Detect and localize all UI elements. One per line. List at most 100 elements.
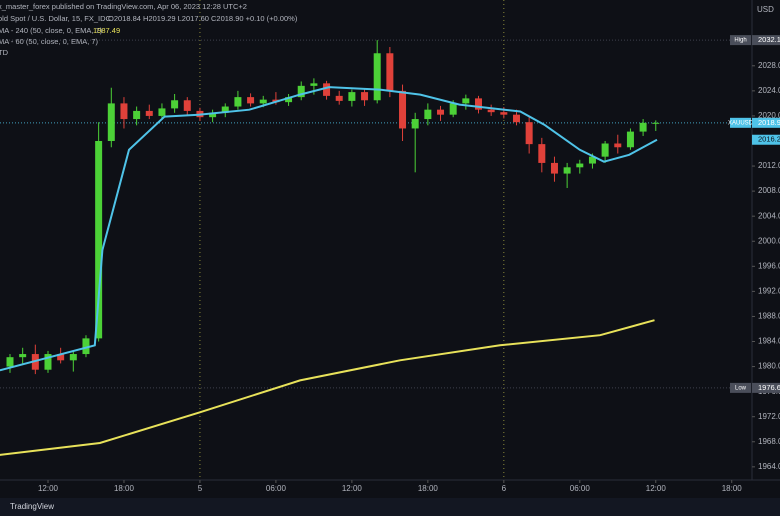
price-label-name: High xyxy=(734,38,746,44)
ohlc: O2018.84 H2019.29 L2017.60 C2018.90 +0.1… xyxy=(108,14,298,23)
x-tick-label: 06:00 xyxy=(570,484,591,493)
y-tick-label: 2024.0 xyxy=(758,86,780,95)
plot xyxy=(0,0,752,480)
y-tick-label: 2028.0 xyxy=(758,61,780,70)
price-value: 2032.1 xyxy=(758,35,780,44)
candle-body xyxy=(259,99,267,104)
candle-body xyxy=(69,354,77,361)
candle-body xyxy=(285,97,293,103)
legend-ema240: MA - 240 (50, close, 0, EMA, 7) xyxy=(0,26,103,35)
x-tick-label: 18:00 xyxy=(418,484,439,493)
candle-body xyxy=(588,156,596,164)
candle-body xyxy=(500,112,508,115)
ema-line xyxy=(0,86,658,372)
candle-body xyxy=(323,83,331,96)
x-tick-label: 06:00 xyxy=(266,484,287,493)
price-label-box xyxy=(730,35,751,46)
x-tick-label: 12:00 xyxy=(342,484,363,493)
price-label-box xyxy=(730,117,751,128)
price-value-box xyxy=(752,35,780,46)
candle-body xyxy=(462,98,470,104)
y-tick-label: 2004.0 xyxy=(758,211,780,220)
candle-body xyxy=(310,83,318,86)
candle-body xyxy=(512,114,520,123)
y-tick-label: 2020.0 xyxy=(758,111,780,120)
candle-body xyxy=(133,110,141,120)
candle-body xyxy=(145,110,153,116)
y-tick-label: 1968.0 xyxy=(758,437,780,446)
ema-value-box xyxy=(752,134,780,145)
candle-body xyxy=(6,357,14,367)
y-tick-label: 1964.0 xyxy=(758,462,780,471)
candle-body xyxy=(626,131,634,148)
candle-body xyxy=(449,103,457,115)
candle-body xyxy=(399,90,407,129)
candle-body xyxy=(576,163,584,168)
legend-ema240-value: 1987.49 xyxy=(93,26,120,35)
candle-body xyxy=(487,109,495,113)
candle-body xyxy=(424,109,432,120)
y-tick-label: 1992.0 xyxy=(758,286,780,295)
candle-body xyxy=(107,103,115,141)
published: x_master_forex published on TradingView.… xyxy=(0,2,247,11)
price-value-box xyxy=(752,382,780,393)
candle-body xyxy=(120,103,128,120)
candle-body xyxy=(652,122,660,124)
y-tick-label: 1972.0 xyxy=(758,412,780,421)
ema-line xyxy=(0,319,655,456)
candle-body xyxy=(437,109,445,115)
candle-body xyxy=(474,98,482,110)
x-tick-label: 12:00 xyxy=(38,484,59,493)
candle-body xyxy=(386,53,394,91)
candle-body xyxy=(183,100,191,111)
candle-body xyxy=(247,97,255,104)
x-tick-label: 5 xyxy=(198,484,203,493)
y-tick-label: 1980.0 xyxy=(758,362,780,371)
brand: TradingView xyxy=(10,502,54,511)
candle-body xyxy=(411,119,419,129)
candle-body xyxy=(361,92,369,101)
footer xyxy=(0,498,780,516)
candle-body xyxy=(335,95,343,101)
y-tick-label: 2000.0 xyxy=(758,236,780,245)
legend-extra: TD xyxy=(0,48,9,57)
candle-body xyxy=(525,122,533,145)
candle-body xyxy=(601,143,609,157)
price-label-name: Low xyxy=(735,385,747,391)
price-value: 2018.9 xyxy=(758,118,780,127)
candle-body xyxy=(209,112,217,118)
y-tick-label: 1996.0 xyxy=(758,261,780,270)
candle-body xyxy=(234,97,242,107)
candle-body xyxy=(57,354,65,361)
y-tick-label: 2012.0 xyxy=(758,161,780,170)
x-tick-label: 12:00 xyxy=(646,484,667,493)
candle-body xyxy=(95,140,103,339)
x-tick-label: 18:00 xyxy=(114,484,135,493)
candle-body xyxy=(82,338,90,355)
candle-body xyxy=(373,53,381,101)
candle-body xyxy=(550,162,558,174)
candle-body xyxy=(19,354,27,358)
y-tick-label: 2008.0 xyxy=(758,186,780,195)
y-tick-label: 1984.0 xyxy=(758,337,780,346)
y-tick-label: 1988.0 xyxy=(758,312,780,321)
candle-body xyxy=(639,122,647,132)
price-value-box xyxy=(752,117,780,128)
candle-body xyxy=(348,92,356,101)
price-value: 1976.6 xyxy=(758,383,780,392)
legend-ema60: MA - 60 (50, close, 0, EMA, 7) xyxy=(0,37,99,46)
price-label-name: XAUUSD xyxy=(728,120,754,126)
candle-body xyxy=(171,100,179,109)
currency: USD xyxy=(757,5,774,14)
symbol: old Spot / U.S. Dollar, 15, FX_IDC xyxy=(0,14,112,23)
candle-body xyxy=(538,144,546,163)
candle-body xyxy=(44,354,52,370)
price-label-box xyxy=(730,382,751,393)
x-tick-label: 6 xyxy=(502,484,507,493)
candle-body xyxy=(221,106,229,113)
candle-body xyxy=(563,167,571,174)
candle-body xyxy=(614,143,622,148)
candle-body xyxy=(297,85,305,98)
candle-body xyxy=(158,108,166,116)
